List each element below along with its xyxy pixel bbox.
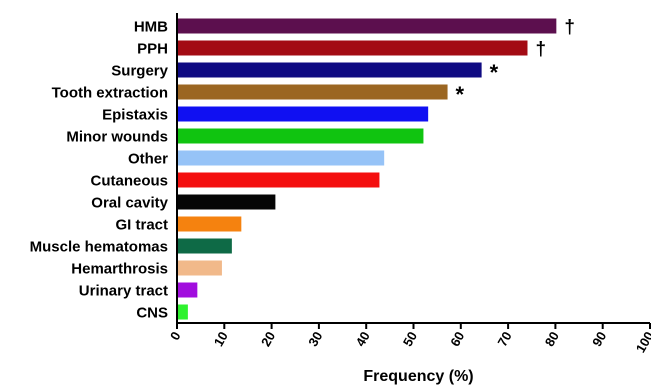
bars-layer <box>178 18 557 320</box>
category-label: Cutaneous <box>90 173 168 190</box>
bar-tooth-extraction <box>178 84 448 100</box>
x-tick-label: 40 <box>353 329 373 349</box>
bar-hemarthrosis <box>178 260 222 276</box>
bar-epistaxis <box>178 106 429 122</box>
x-tick-label: 10 <box>211 329 231 349</box>
significance-marker: † <box>535 39 546 60</box>
bar-cns <box>178 304 188 320</box>
category-label: Epistaxis <box>102 107 168 124</box>
category-label: GI tract <box>115 217 168 234</box>
category-label: HMB <box>134 19 168 36</box>
category-labels: HMB PPH Surgery Tooth extraction Epistaxis Mi… <box>30 19 169 322</box>
x-axis-ticks: 0 10 20 30 40 50 60 70 80 90 100 <box>167 323 651 355</box>
bar-gi-tract <box>178 216 242 232</box>
bar-hmb <box>178 18 557 34</box>
x-tick-label: 0 <box>167 329 184 343</box>
category-label: Hemarthrosis <box>71 261 168 278</box>
x-tick-label: 100 <box>633 329 651 355</box>
category-label: Minor wounds <box>66 129 168 146</box>
x-axis-title: Frequency (%) <box>363 368 473 385</box>
x-tick-label: 90 <box>589 329 609 349</box>
bar-other <box>178 150 385 166</box>
significance-marker: * <box>456 82 465 107</box>
bar-cutaneous <box>178 172 380 188</box>
x-tick-label: 20 <box>258 329 278 349</box>
bar-muscle-hematomas <box>178 238 232 254</box>
x-tick-label: 70 <box>494 329 514 349</box>
x-tick-label: 60 <box>447 329 467 349</box>
significance-marker: * <box>490 60 499 85</box>
category-label: CNS <box>136 305 168 322</box>
bar-pph <box>178 40 528 56</box>
bar-surgery <box>178 62 482 78</box>
bar-minor-wounds <box>178 128 424 144</box>
category-label: Muscle hematomas <box>30 239 168 256</box>
x-tick-label: 30 <box>305 329 325 349</box>
category-label: Surgery <box>111 63 168 80</box>
category-label: Urinary tract <box>79 283 168 300</box>
category-label: Other <box>128 151 168 168</box>
x-tick-label: 50 <box>400 329 420 349</box>
significance-annotations: † † * * <box>456 17 575 107</box>
category-label: PPH <box>137 41 168 58</box>
bar-oral-cavity <box>178 194 276 210</box>
category-label: Tooth extraction <box>52 85 168 102</box>
bar-urinary-tract <box>178 282 198 298</box>
category-label: Oral cavity <box>91 195 168 212</box>
significance-marker: † <box>564 17 575 38</box>
x-tick-label: 80 <box>542 329 562 349</box>
